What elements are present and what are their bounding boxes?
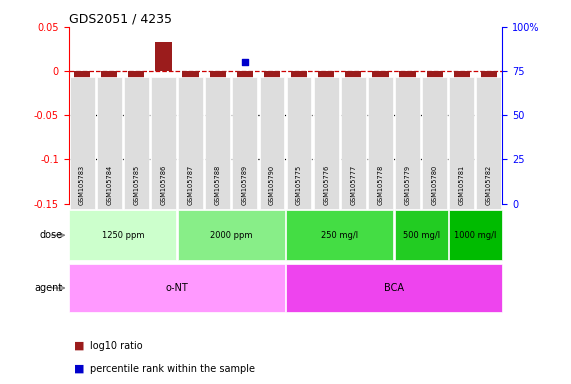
Text: ■: ■ bbox=[74, 364, 85, 374]
Text: GSM105777: GSM105777 bbox=[350, 165, 356, 205]
Text: GSM105780: GSM105780 bbox=[432, 165, 438, 205]
Bar bbox=[74, 71, 90, 155]
Text: GSM105785: GSM105785 bbox=[133, 165, 139, 205]
Text: GSM105782: GSM105782 bbox=[486, 165, 492, 205]
Point bbox=[240, 59, 250, 65]
Point bbox=[403, 103, 412, 109]
Text: 250 mg/l: 250 mg/l bbox=[321, 231, 359, 240]
Bar bbox=[372, 71, 389, 124]
Text: GSM105790: GSM105790 bbox=[269, 166, 275, 205]
Text: GSM105778: GSM105778 bbox=[377, 165, 384, 205]
Bar bbox=[128, 71, 144, 137]
Bar bbox=[318, 71, 335, 120]
Text: o-NT: o-NT bbox=[166, 283, 188, 293]
Text: ■: ■ bbox=[74, 341, 85, 351]
Text: agent: agent bbox=[35, 283, 63, 293]
Point bbox=[321, 130, 331, 136]
Point bbox=[295, 156, 304, 162]
Bar bbox=[155, 42, 172, 71]
Text: BCA: BCA bbox=[384, 283, 404, 293]
Text: GSM105789: GSM105789 bbox=[242, 166, 248, 205]
Text: log10 ratio: log10 ratio bbox=[90, 341, 143, 351]
Text: dose: dose bbox=[40, 230, 63, 240]
Text: 1000 mg/l: 1000 mg/l bbox=[454, 231, 497, 240]
Text: GSM105786: GSM105786 bbox=[160, 165, 167, 205]
Point bbox=[104, 130, 114, 136]
Bar bbox=[427, 71, 443, 146]
Point bbox=[376, 121, 385, 127]
Bar bbox=[481, 71, 497, 89]
Point bbox=[267, 112, 276, 118]
Text: GSM105788: GSM105788 bbox=[215, 165, 221, 205]
Point bbox=[78, 156, 87, 162]
Text: GDS2051 / 4235: GDS2051 / 4235 bbox=[69, 13, 171, 26]
Bar bbox=[345, 71, 361, 128]
Bar bbox=[210, 71, 226, 98]
Text: GSM105775: GSM105775 bbox=[296, 165, 302, 205]
Text: GSM105787: GSM105787 bbox=[187, 165, 194, 205]
Bar bbox=[237, 71, 253, 87]
Point bbox=[132, 139, 141, 145]
Point bbox=[457, 156, 467, 162]
Bar bbox=[264, 71, 280, 93]
Bar bbox=[183, 71, 199, 98]
Bar bbox=[454, 71, 470, 155]
Bar bbox=[101, 71, 118, 98]
Point bbox=[430, 126, 439, 132]
Point bbox=[349, 144, 358, 150]
Point bbox=[484, 112, 493, 118]
Point bbox=[159, 80, 168, 86]
Text: GSM105784: GSM105784 bbox=[106, 165, 112, 205]
Text: percentile rank within the sample: percentile rank within the sample bbox=[90, 364, 255, 374]
Text: 1250 ppm: 1250 ppm bbox=[102, 231, 144, 240]
Bar bbox=[291, 71, 307, 181]
Text: 500 mg/l: 500 mg/l bbox=[403, 231, 440, 240]
Point bbox=[213, 133, 222, 139]
Text: GSM105779: GSM105779 bbox=[404, 166, 411, 205]
Text: 2000 ppm: 2000 ppm bbox=[210, 231, 252, 240]
Bar bbox=[400, 71, 416, 159]
Text: GSM105781: GSM105781 bbox=[459, 166, 465, 205]
Text: GSM105783: GSM105783 bbox=[79, 166, 85, 205]
Point bbox=[186, 133, 195, 139]
Text: GSM105776: GSM105776 bbox=[323, 165, 329, 205]
